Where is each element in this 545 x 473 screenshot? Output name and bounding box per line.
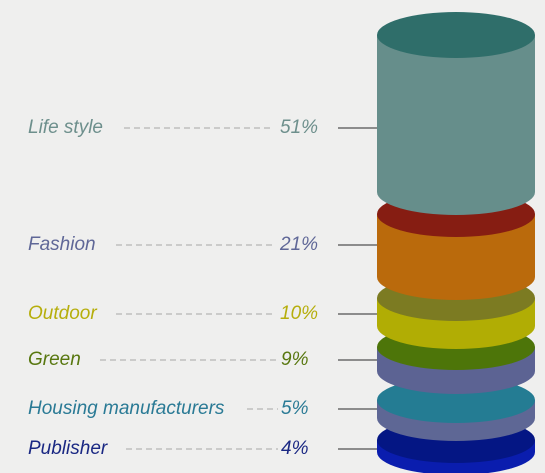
category-label-housing-manufacturers: Housing manufacturers [28, 398, 225, 419]
category-label-life-style: Life style [28, 117, 103, 138]
cylinder-top-life-style [377, 12, 535, 58]
label-column: Life style 51% Fashion 21% Outdoor 10% Green 9%… [28, 117, 377, 459]
cylinder-stack [377, 12, 535, 473]
category-label-outdoor: Outdoor [28, 303, 97, 324]
legend-row-publisher: Publisher 4% [28, 438, 377, 459]
legend-row-outdoor: Outdoor 10% [28, 303, 377, 324]
legend-row-green: Green 9% [28, 349, 377, 370]
cylinder-segment-life-style [377, 12, 535, 215]
legend-row-life-style: Life style 51% [28, 117, 377, 138]
value-label-publisher: 4% [281, 438, 309, 459]
legend-row-housing-manufacturers: Housing manufacturers 5% [28, 398, 377, 419]
value-label-fashion: 21% [279, 234, 318, 255]
legend-row-fashion: Fashion 21% [28, 234, 377, 255]
value-label-life-style: 51% [280, 117, 318, 138]
value-label-housing-manufacturers: 5% [281, 398, 309, 419]
cylinder-side-life-style [377, 35, 535, 215]
value-label-outdoor: 10% [280, 303, 318, 324]
value-label-green: 9% [281, 349, 309, 370]
category-label-green: Green [28, 349, 81, 370]
category-label-fashion: Fashion [28, 234, 96, 255]
category-label-publisher: Publisher [28, 438, 108, 459]
cylinder-side-fashion [377, 214, 535, 300]
